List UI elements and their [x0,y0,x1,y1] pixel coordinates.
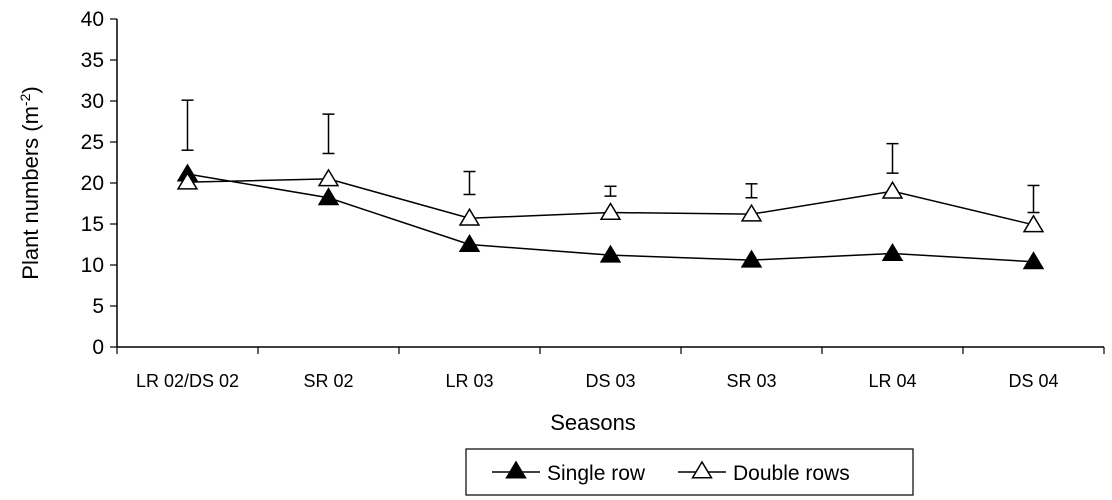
filled-triangle-marker [458,234,481,252]
y-axis: 0 5 10 15 20 25 30 35 40 [81,8,118,359]
open-triangle-marker [1022,214,1045,233]
open-triangle-marker [317,168,340,187]
x-category-label: DS 03 [585,371,635,391]
x-category-label: LR 03 [445,371,493,391]
open-triangle-marker [740,203,763,222]
x-category-label: SR 03 [726,371,776,391]
open-triangle-marker [176,171,199,190]
open-triangle-marker [458,207,481,226]
y-tick-label: 30 [81,90,104,113]
error-bars [181,99,1040,214]
y-tick-label: 25 [81,131,104,154]
y-tick-label: 15 [81,213,104,236]
filled-triangle-marker [599,244,622,263]
y-tick-label: 35 [81,49,104,72]
y-axis-title-close: ) [18,86,43,93]
y-axis-title-superscript: -2 [17,93,33,106]
series-2 [176,168,1045,233]
filled-triangle-marker [881,243,904,262]
legend-label: Single row [547,462,646,485]
open-triangle-marker [599,202,622,221]
y-tick-label: 40 [81,8,104,31]
legend-filled-triangle [505,460,527,479]
open-triangle-marker [881,180,904,199]
x-axis-title: Seasons [550,410,636,435]
y-axis-title-main: Plant numbers (m [18,106,43,280]
x-category-label: SR 02 [303,371,353,391]
filled-triangle-marker [740,249,763,268]
filled-triangle-marker [1022,251,1045,270]
y-tick-label: 0 [92,336,104,359]
legend: Single row Double rows [465,448,914,496]
legend-label: Double rows [733,462,850,485]
series-layer [176,163,1045,270]
y-tick-label: 5 [92,295,104,318]
x-axis: LR 02/DS 02 SR 02 LR 03 DS 03 SR 03 LR 04 DS 0… [116,346,1105,391]
legend-open-triangle [691,460,713,479]
y-tick-label: 10 [81,254,104,277]
x-category-label: LR 04 [868,371,916,391]
filled-triangle-marker [317,187,340,206]
x-category-label: DS 04 [1008,371,1058,391]
x-category-label: LR 02/DS 02 [136,371,239,391]
y-axis-title: Plant numbers (m-2) [17,86,43,279]
y-tick-label: 20 [81,172,104,195]
